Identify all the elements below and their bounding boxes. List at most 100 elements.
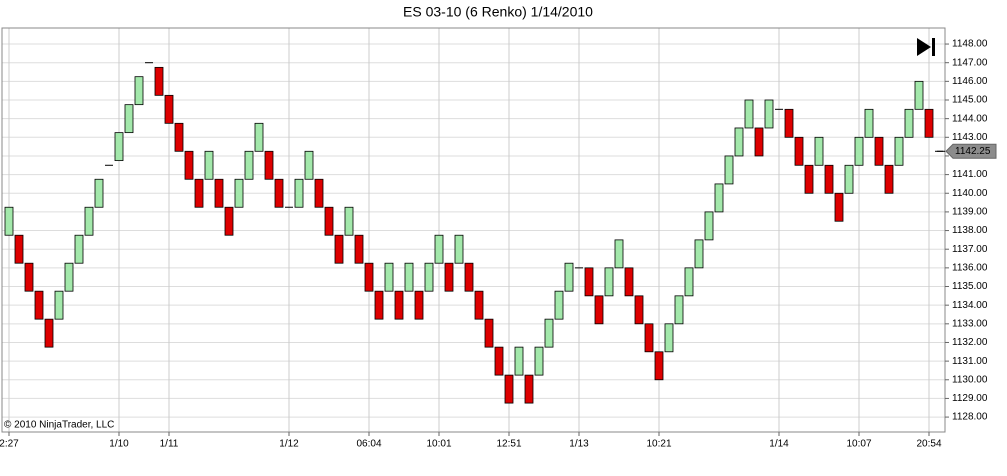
up-brick [814, 136, 824, 166]
up-brick [904, 108, 914, 138]
up-brick [234, 178, 244, 208]
up-brick [854, 136, 864, 166]
up-brick [204, 150, 214, 180]
down-brick [14, 234, 24, 264]
down-brick [394, 290, 404, 320]
up-brick [94, 178, 104, 208]
down-brick [34, 290, 44, 320]
x-tick-label: 10:21 [646, 439, 671, 450]
down-brick [274, 178, 284, 208]
play-icon[interactable] [917, 38, 931, 56]
copyright: © 2010 NinjaTrader, LLC [4, 420, 114, 431]
down-brick [364, 262, 374, 292]
y-tick-label: 1141.00 [952, 169, 988, 180]
up-brick [744, 99, 754, 129]
down-brick [154, 66, 164, 96]
up-brick [134, 76, 144, 106]
up-brick [844, 164, 854, 194]
up-brick [64, 262, 74, 292]
up-brick [454, 234, 464, 264]
up-brick [674, 295, 684, 325]
down-brick [44, 318, 54, 348]
down-brick [414, 290, 424, 320]
down-brick [314, 178, 324, 208]
up-brick [4, 206, 14, 236]
y-tick-label: 1145.00 [952, 95, 988, 106]
down-brick [804, 164, 814, 194]
x-tick-label: 10:01 [426, 439, 451, 450]
up-brick [894, 136, 904, 166]
y-tick-label: 1136.00 [952, 263, 988, 274]
down-brick [264, 150, 274, 180]
up-brick [304, 150, 314, 180]
y-tick-label: 1129.00 [952, 393, 988, 404]
last-price-label: 1142.25 [955, 146, 991, 157]
down-brick [524, 374, 534, 404]
y-tick-label: 1146.00 [952, 76, 988, 87]
down-brick [584, 267, 594, 297]
last-price-box [945, 143, 997, 159]
up-brick [344, 206, 354, 236]
up-brick [404, 262, 414, 292]
up-brick [434, 234, 444, 264]
end-bar-icon[interactable] [932, 38, 935, 56]
up-brick [544, 318, 554, 348]
down-brick [484, 318, 494, 348]
down-brick [374, 290, 384, 320]
up-brick [84, 206, 94, 236]
y-tick-label: 1134.00 [952, 300, 988, 311]
down-brick [644, 323, 654, 353]
down-brick [924, 108, 934, 138]
down-brick [624, 267, 634, 297]
up-brick [384, 262, 394, 292]
down-brick [214, 178, 224, 208]
y-tick-label: 1139.00 [952, 207, 988, 218]
up-brick [864, 108, 874, 138]
down-brick [824, 164, 834, 194]
x-tick-label: 1/12 [279, 439, 299, 450]
down-brick [184, 150, 194, 180]
up-brick [564, 262, 574, 292]
down-brick [884, 164, 894, 194]
y-tick-label: 1133.00 [952, 318, 988, 329]
x-tick-label: 1/10 [109, 439, 129, 450]
down-brick [654, 351, 664, 381]
up-brick [514, 346, 524, 376]
y-tick-label: 1147.00 [952, 57, 988, 68]
up-brick [704, 211, 714, 241]
down-brick [24, 262, 34, 292]
down-brick [784, 108, 794, 138]
go-to-end-button[interactable] [917, 38, 935, 56]
down-brick [634, 295, 644, 325]
x-tick-label: 20:54 [916, 439, 941, 450]
down-brick [594, 295, 604, 325]
up-brick [604, 267, 614, 297]
y-tick-label: 1144.00 [952, 113, 988, 124]
y-tick-label: 1135.00 [952, 281, 988, 292]
down-brick [194, 178, 204, 208]
down-brick [834, 192, 844, 222]
x-tick-label: 1/14 [769, 439, 789, 450]
y-tick-label: 1128.00 [952, 412, 988, 423]
plot-frame [1, 27, 946, 433]
up-brick [914, 80, 924, 110]
up-brick [684, 267, 694, 297]
x-tick-label: 10:07 [846, 439, 871, 450]
down-brick [224, 206, 234, 236]
up-brick [614, 239, 624, 269]
down-brick [164, 94, 174, 124]
up-brick [714, 183, 724, 213]
up-brick [54, 290, 64, 320]
down-brick [504, 374, 514, 404]
up-brick [254, 122, 264, 152]
up-brick [424, 262, 434, 292]
down-brick [354, 234, 364, 264]
up-brick [124, 104, 134, 134]
y-tick-label: 1132.00 [952, 337, 988, 348]
y-tick-label: 1137.00 [952, 244, 988, 255]
up-brick [244, 150, 254, 180]
down-brick [474, 290, 484, 320]
up-brick [694, 239, 704, 269]
